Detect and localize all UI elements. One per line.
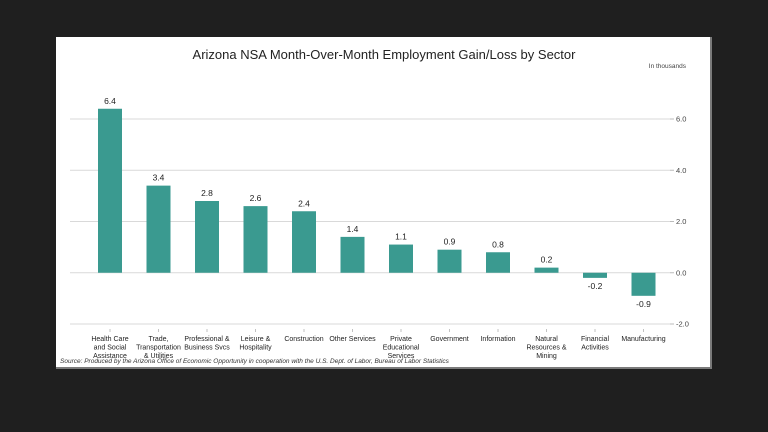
chart-panel: Arizona NSA Month-Over-Month Employment … <box>56 37 712 369</box>
category-label: Financial <box>581 336 609 343</box>
category-label: and Social <box>94 345 127 352</box>
bar <box>292 211 316 273</box>
data-label: 2.8 <box>201 188 213 198</box>
category-label: Manufacturing <box>621 336 665 343</box>
y-tick-label: 0.0 <box>676 268 686 277</box>
category-label: Transportation <box>136 345 181 352</box>
y-tick-label: 6.0 <box>676 115 686 124</box>
bar <box>486 252 510 273</box>
bar <box>98 108 122 273</box>
category-label: Trade, <box>149 336 169 343</box>
y-tick-label: 4.0 <box>676 166 686 175</box>
data-label: 1.4 <box>347 224 359 234</box>
category-label: Activities <box>581 345 609 352</box>
category-label: Business Svcs <box>184 345 230 352</box>
data-label: 3.4 <box>153 173 165 183</box>
category-label: Health Care <box>91 336 128 343</box>
category-label: Construction <box>284 336 323 343</box>
category-label: Hospitality <box>239 345 272 352</box>
data-label: 0.9 <box>444 237 456 247</box>
chart-title: Arizona NSA Month-Over-Month Employment … <box>192 47 576 62</box>
category-label: Government <box>430 336 469 343</box>
category-label: Educational <box>383 345 420 352</box>
category-label: Private <box>390 336 412 343</box>
data-label: 2.4 <box>298 198 310 208</box>
data-label: 1.1 <box>395 232 407 242</box>
category-label: Assistance <box>93 353 127 360</box>
category-label: Resources & <box>526 345 566 352</box>
category-label: Natural <box>535 336 558 343</box>
y-tick-label: 2.0 <box>676 217 686 226</box>
data-label: 2.6 <box>250 193 262 203</box>
category-label: & Utilities <box>144 353 174 360</box>
bar <box>534 267 559 273</box>
category-label: Mining <box>536 353 557 360</box>
y-tick-label: -2.0 <box>676 320 689 329</box>
category-label: Professional & <box>184 336 229 343</box>
category-label: Information <box>480 336 515 343</box>
data-label: 0.2 <box>541 255 553 265</box>
bar <box>389 244 413 273</box>
bar <box>243 206 268 273</box>
bar-chart: 6.0 4.0 2.0 0.0 -2.0 6.4 Health Care and Social… <box>70 96 689 360</box>
category-label: Leisure & <box>241 336 271 343</box>
data-label: 0.8 <box>492 239 504 249</box>
bar <box>146 185 171 273</box>
data-label: -0.9 <box>636 299 651 309</box>
source-note: Source: Produced by the Arizona Office o… <box>60 358 449 365</box>
bar <box>340 236 365 273</box>
category-label: Other Services <box>329 336 376 343</box>
data-label: 6.4 <box>104 96 116 106</box>
units-note: In thousands <box>648 63 686 70</box>
bar <box>631 272 656 296</box>
category-label: Services <box>388 353 415 360</box>
bar <box>195 201 219 273</box>
bar <box>583 272 607 278</box>
bar <box>437 249 462 273</box>
data-label: -0.2 <box>588 281 603 291</box>
